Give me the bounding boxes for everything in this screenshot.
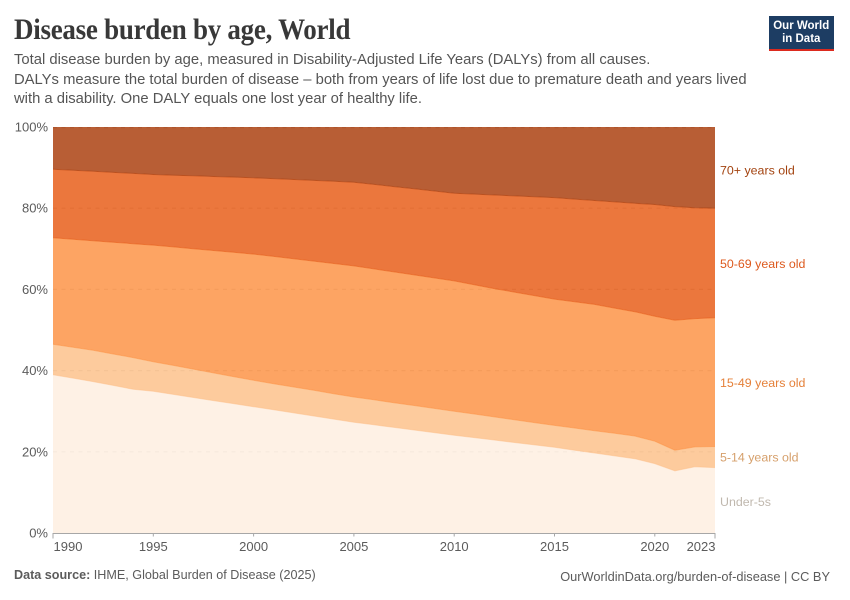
svg-text:100%: 100% xyxy=(15,120,49,135)
svg-text:70+ years old: 70+ years old xyxy=(720,164,795,178)
svg-text:2023: 2023 xyxy=(687,539,716,554)
svg-text:1990: 1990 xyxy=(54,539,83,554)
svg-text:Under-5s: Under-5s xyxy=(720,495,771,509)
svg-text:0%: 0% xyxy=(29,526,48,541)
svg-text:1995: 1995 xyxy=(139,539,168,554)
svg-text:80%: 80% xyxy=(22,201,48,216)
svg-text:5-14 years old: 5-14 years old xyxy=(720,451,799,465)
svg-text:2010: 2010 xyxy=(440,539,469,554)
svg-text:40%: 40% xyxy=(22,363,48,378)
svg-text:2020: 2020 xyxy=(640,539,669,554)
svg-text:2000: 2000 xyxy=(239,539,268,554)
svg-text:2005: 2005 xyxy=(339,539,368,554)
svg-text:50-69 years old: 50-69 years old xyxy=(720,257,806,271)
svg-text:2015: 2015 xyxy=(540,539,569,554)
svg-text:20%: 20% xyxy=(22,444,48,459)
svg-text:60%: 60% xyxy=(22,282,48,297)
svg-text:15-49 years old: 15-49 years old xyxy=(720,376,806,390)
